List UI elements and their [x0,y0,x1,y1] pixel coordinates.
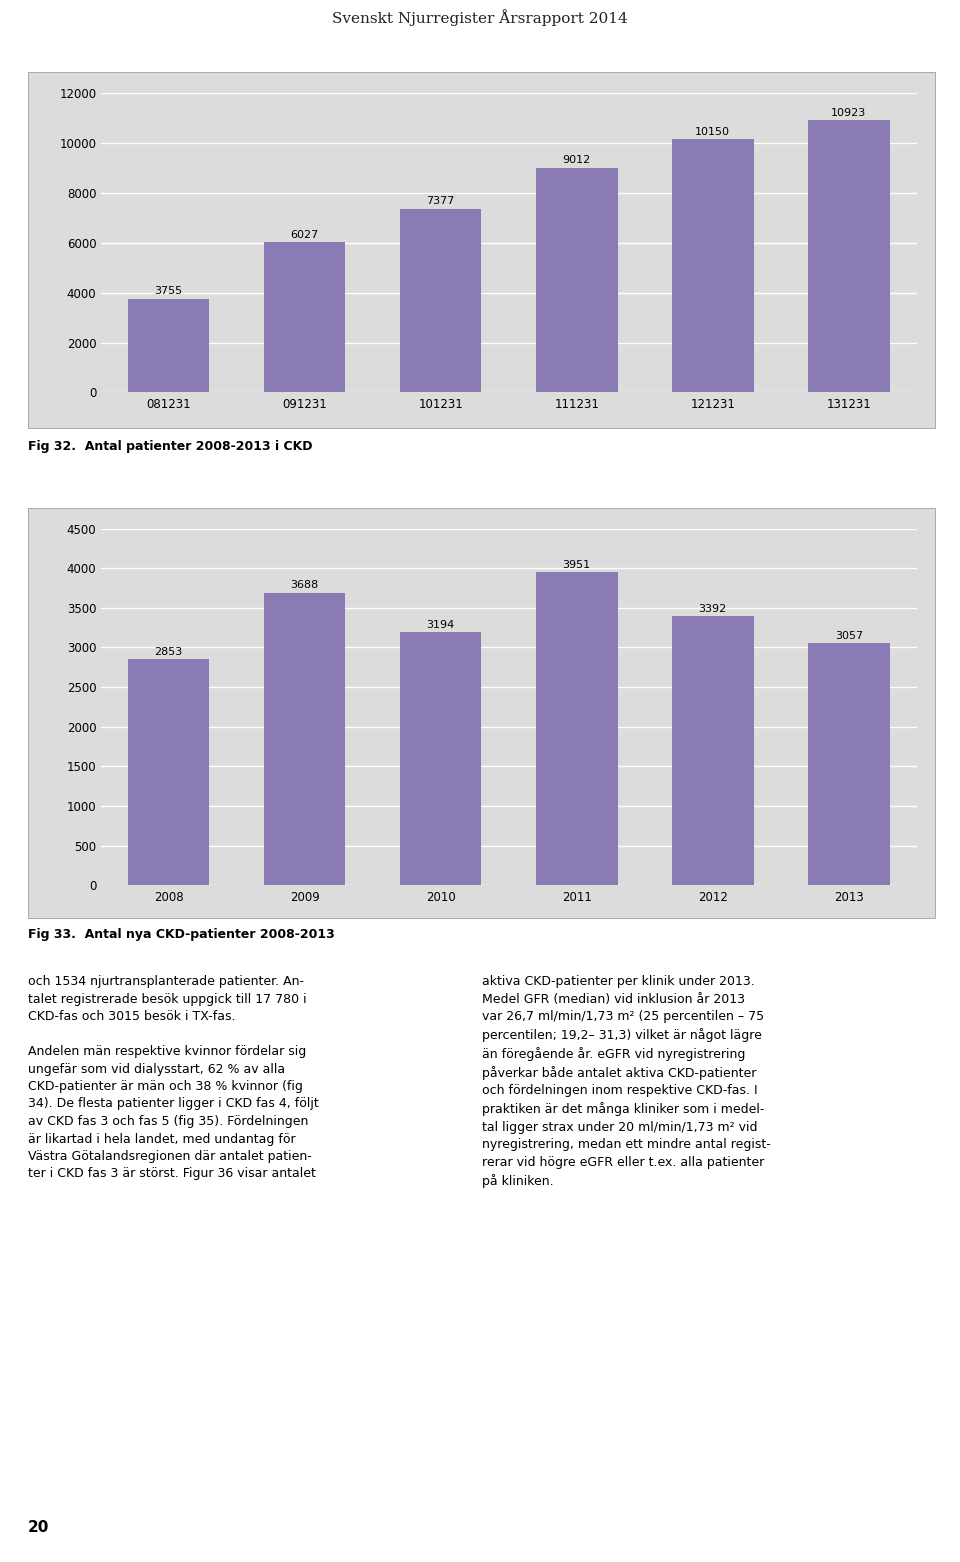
Bar [128,659,209,886]
Text: 3951: 3951 [563,559,590,570]
Text: 3688: 3688 [291,581,319,590]
Text: 10150: 10150 [695,127,731,137]
Bar [672,617,754,886]
Bar [400,633,482,886]
Text: 2853: 2853 [155,647,182,656]
Text: 10923: 10923 [831,108,867,117]
Text: och 1534 njurtransplanterade patienter. An-
talet registrerade besök uppgick til: och 1534 njurtransplanterade patienter. … [28,975,319,1181]
Bar [264,594,346,886]
Bar [808,120,890,392]
Text: 3392: 3392 [699,604,727,614]
Text: 7377: 7377 [426,197,455,206]
Text: 3057: 3057 [835,631,863,640]
Text: Fig 32.  Antal patienter 2008-2013 i CKD: Fig 32. Antal patienter 2008-2013 i CKD [28,440,313,453]
Bar [536,167,617,392]
Text: 3194: 3194 [426,620,455,629]
Bar [400,209,482,392]
Text: 3755: 3755 [155,286,182,297]
Bar [128,298,209,392]
Text: Svenskt Njurregister Årsrapport 2014: Svenskt Njurregister Årsrapport 2014 [332,9,628,27]
Text: 20: 20 [28,1520,49,1535]
Bar [264,242,346,392]
Bar [536,572,617,886]
Text: Fig 33.  Antal nya CKD-patienter 2008-2013: Fig 33. Antal nya CKD-patienter 2008-201… [28,928,335,940]
Text: 9012: 9012 [563,155,590,166]
Bar [672,139,754,392]
Text: aktiva CKD-patienter per klinik under 2013.
Medel GFR (median) vid inklusion år : aktiva CKD-patienter per klinik under 20… [482,975,770,1187]
Text: 6027: 6027 [291,230,319,239]
Bar [808,644,890,886]
